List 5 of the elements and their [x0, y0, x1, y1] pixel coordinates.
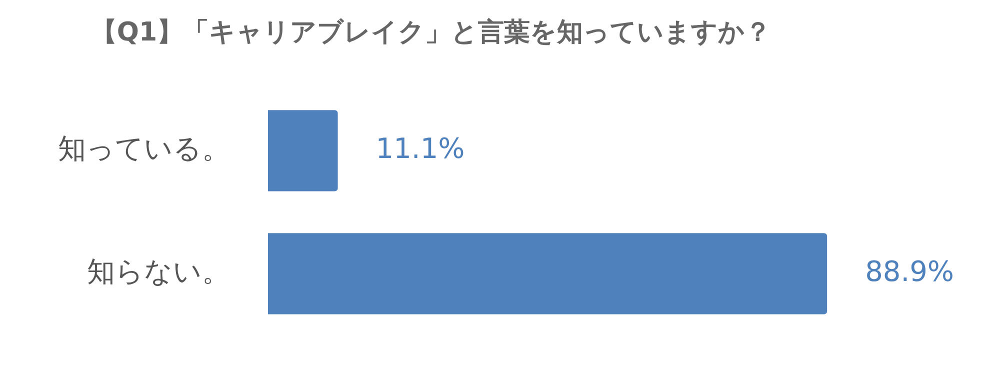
y-tick-label: 知っている。: [58, 132, 230, 165]
data-label: 88.9%: [865, 254, 954, 288]
y-tick-label: 知らない。: [87, 254, 230, 288]
data-label: 11.1%: [376, 132, 465, 165]
chart-title: 【Q1】「キャリアブレイク」と言葉を知っていますか？: [90, 17, 772, 48]
